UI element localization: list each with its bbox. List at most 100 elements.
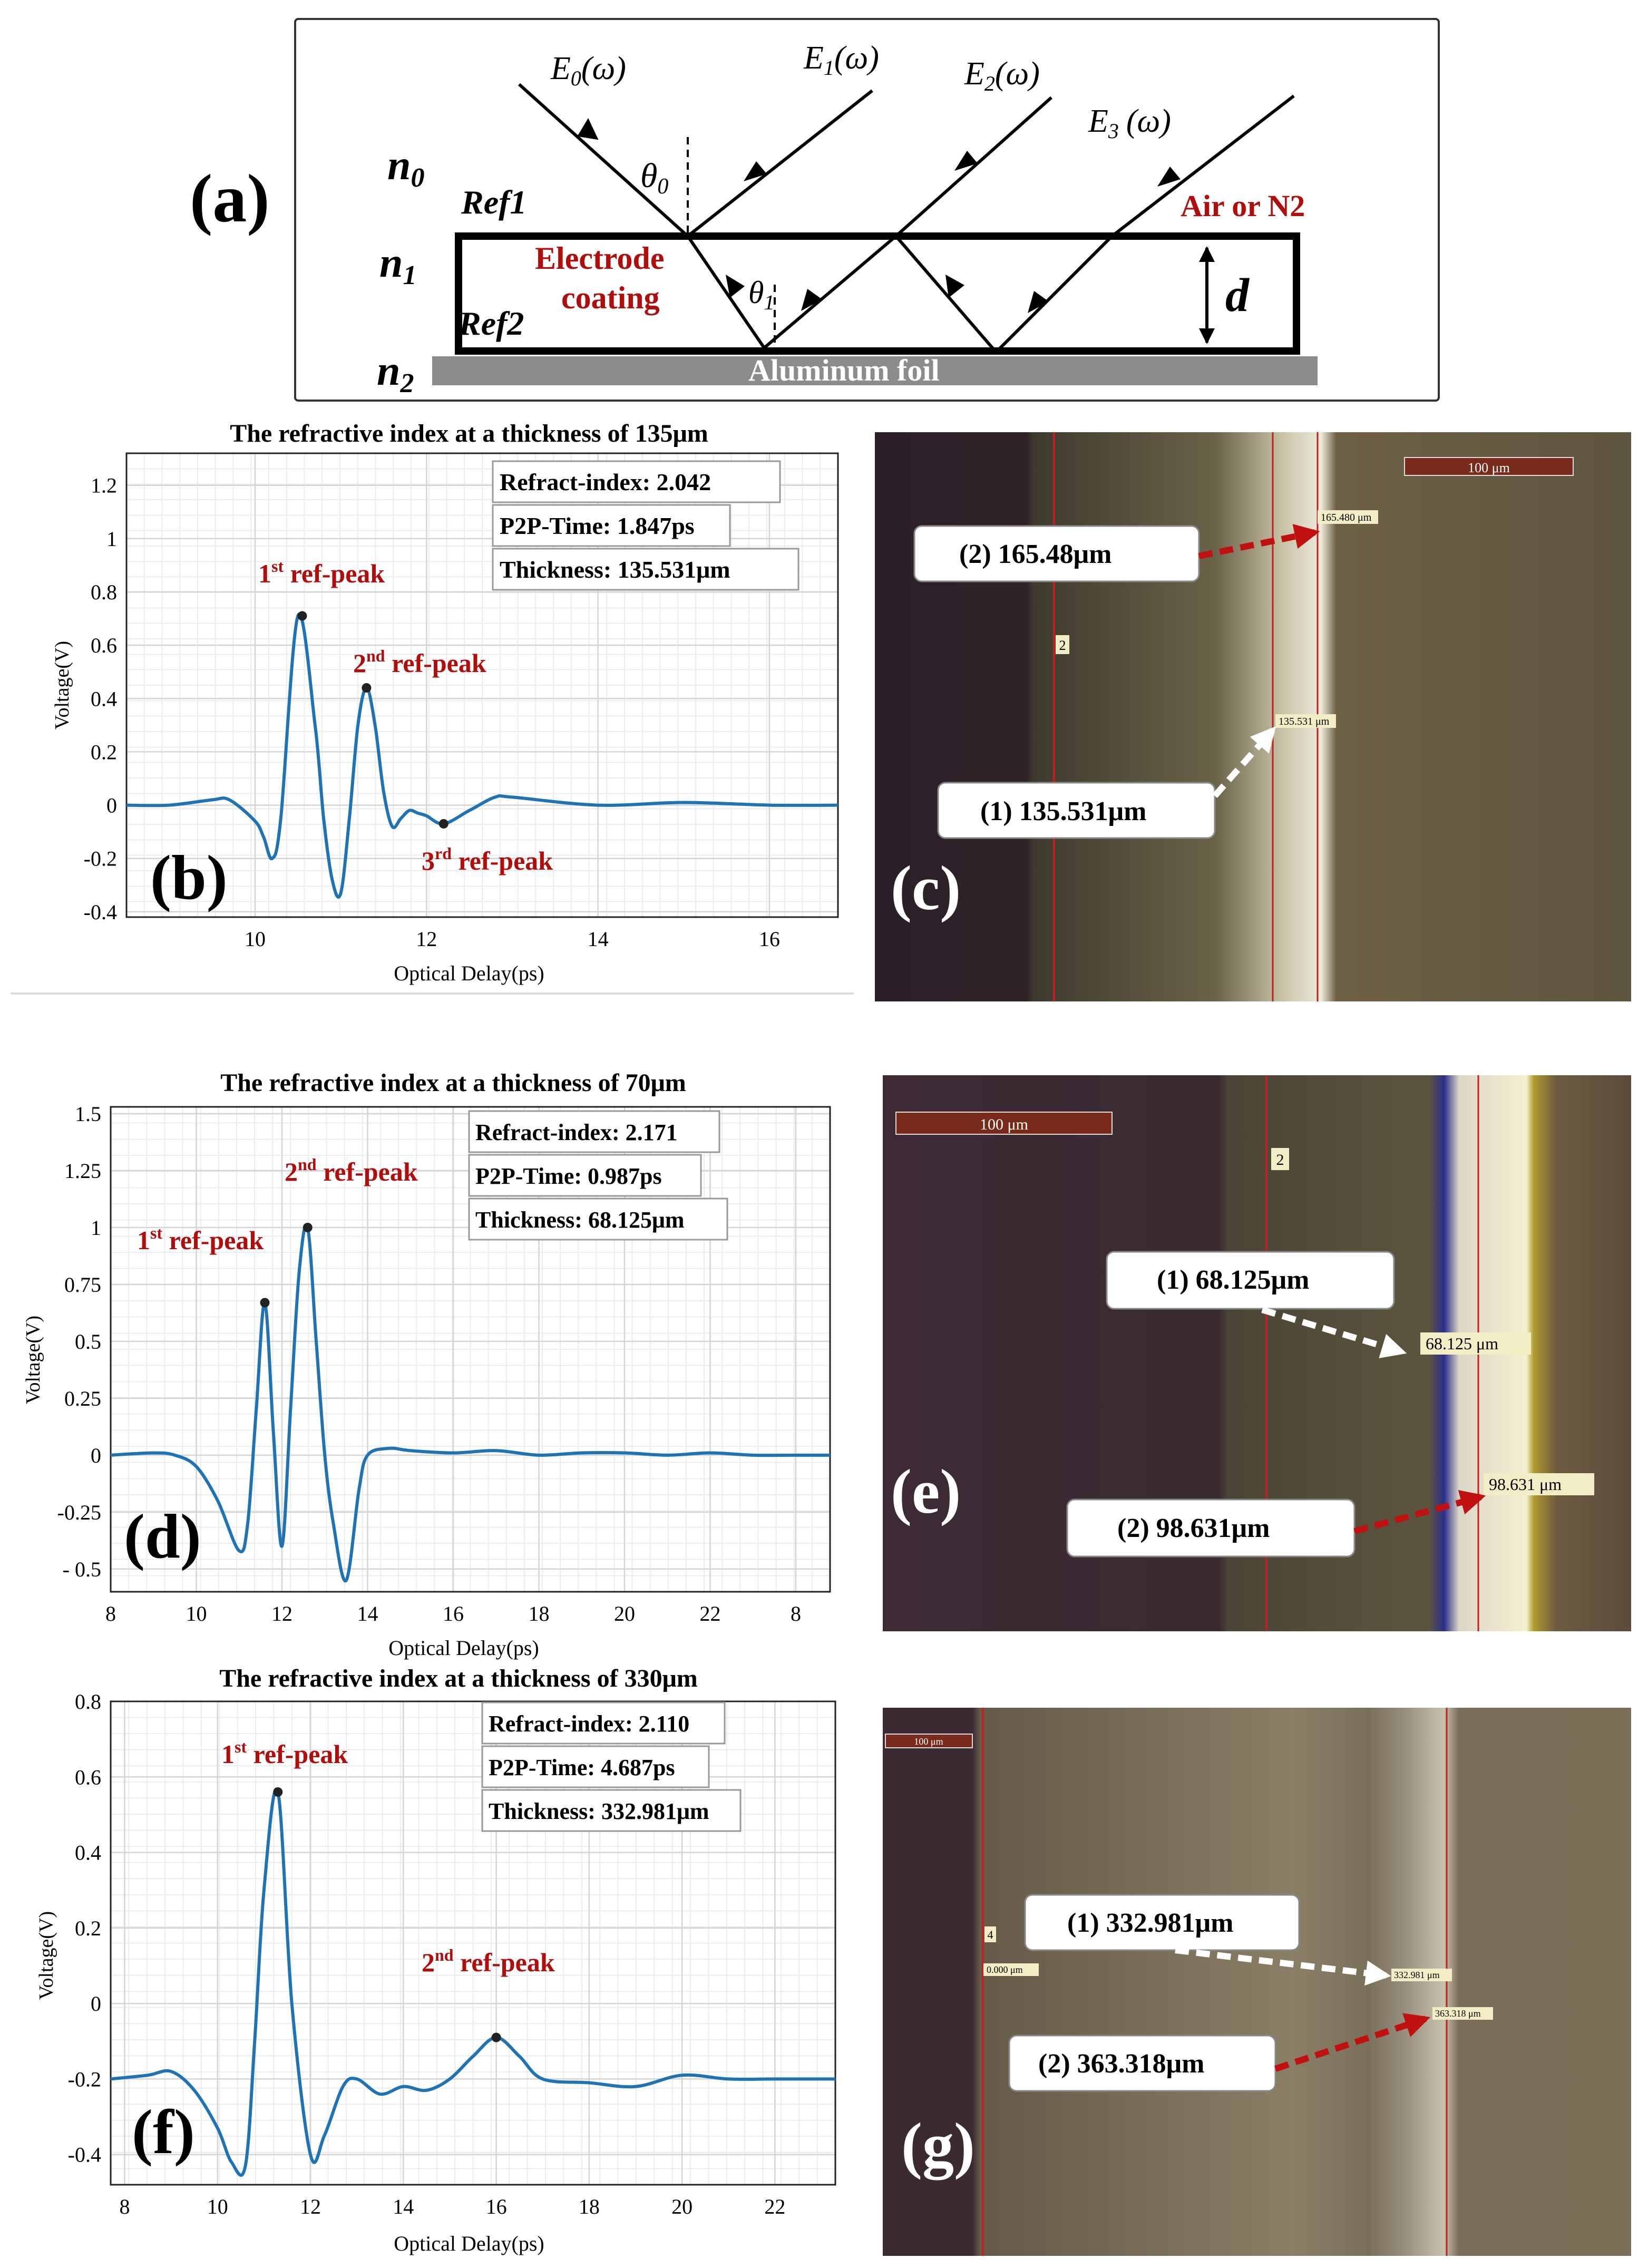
e1-label: E1(ω) [803, 40, 879, 80]
callout-text-g1: (1) 332.981μm [1067, 1908, 1233, 1938]
chart-b-xlabel: Optical Delay(ps) [394, 961, 544, 985]
y-tick-label: 1 [106, 527, 117, 551]
panel-label-c: (c) [891, 853, 961, 923]
arrowhead-up2 [1028, 291, 1049, 313]
chart-b-frame [125, 452, 839, 918]
measure-tag-c1 [1318, 510, 1378, 524]
peak-marker [362, 683, 372, 693]
ref2-label: Ref2 [458, 305, 524, 342]
micrograph-g-image [883, 1708, 1631, 2256]
y-tick-label: 1.5 [75, 1102, 101, 1126]
panel-label-d: (d) [124, 1501, 201, 1571]
callout-box-c2 [937, 782, 1216, 839]
y-tick-label: 0.25 [64, 1387, 101, 1410]
x-tick-label: 10 [186, 1602, 207, 1625]
info-box-f3 [481, 1789, 742, 1832]
chart-f-xlabel: Optical Delay(ps) [394, 2232, 544, 2255]
electrode-label: Electrode [535, 241, 664, 276]
info-text-2: P2P-Time: 1.847ps [500, 512, 695, 539]
chart-f-markers [273, 1787, 501, 2042]
peak-marker [260, 1298, 270, 1308]
peak-label-f-1: 1st ref-peak [221, 1737, 348, 1769]
info-box-2 [492, 504, 731, 547]
callout-text-e2: (2) 98.631μm [1117, 1513, 1270, 1543]
info-text-3: Thickness: 135.531μm [500, 556, 730, 583]
peak-marker [491, 2032, 501, 2042]
arrowhead-e3 [1157, 167, 1181, 187]
y-tick-label: 0 [91, 1444, 101, 1467]
theta1-label: θ1 [748, 275, 774, 314]
callout-text-e1: (1) 68.125μm [1157, 1265, 1309, 1295]
measure-tag-g1 [1391, 1969, 1452, 1981]
x-tick-label: 22 [700, 1602, 721, 1625]
x-tick-label: 16 [486, 2195, 507, 2218]
region-label-c: 2 [1059, 638, 1066, 653]
info-text-f3: Thickness: 332.981μm [489, 1798, 709, 1824]
y-tick-label: -0.25 [57, 1501, 101, 1524]
ray-incident-arrow [577, 118, 599, 140]
chart-d-info: Refract-index: 2.171 P2P-Time: 0.987ps T… [468, 1110, 728, 1241]
e3-label: E3 (ω) [1088, 103, 1171, 143]
callout-box-g2 [1008, 2035, 1276, 2092]
y-tick-label: 0.2 [75, 1916, 101, 1940]
ray-e3 [1111, 94, 1295, 238]
peak-marker [297, 611, 307, 621]
coating-layer [455, 232, 1300, 355]
chart-f-grid [111, 1700, 835, 2185]
measure-text-g0: 0.000 μm [987, 1964, 1023, 1975]
y-tick-label: 0.8 [91, 580, 117, 604]
measure-tag-e1 [1420, 1332, 1531, 1355]
callout-text-c1: (2) 165.48μm [959, 539, 1111, 569]
chart-d: The refractive index at a thickness of 7… [22, 1069, 831, 1660]
arrowhead-refract [726, 275, 745, 298]
peak-label-b-3: 3rd ref-peak [422, 844, 553, 875]
info-text-d2: P2P-Time: 0.987ps [475, 1163, 662, 1189]
info-box-3 [492, 548, 799, 591]
y-tick-label: 0.8 [75, 1690, 101, 1714]
chart-b-yticks: 1.2 1 0.8 0.6 0.4 0.2 0 -0.2 -0.4 [84, 474, 117, 924]
ray-up2 [994, 235, 1114, 354]
micrograph-e: 100 μm 2 68.125 μm 98.631 μm (1) 68.125μ… [883, 1075, 1631, 1631]
measure-tag-c2 [1275, 714, 1336, 728]
x-tick-label: 16 [759, 927, 780, 951]
micrograph-g: 100 μm 4 0.000 μm 332.981 μm 363.318 μm … [883, 1708, 1631, 2256]
ray-e2 [895, 96, 1052, 238]
micrograph-c-image [875, 432, 1631, 1001]
scale-label-e: 100 μm [980, 1116, 1028, 1133]
y-tick-label: 1.2 [91, 474, 117, 498]
ray-e1 [687, 89, 873, 238]
panel-label-g: (g) [901, 2110, 975, 2181]
y-tick-label: 0 [106, 794, 117, 817]
chart-b-ylabel: Voltage(V) [51, 641, 73, 729]
chart-d-frame [110, 1106, 831, 1593]
aluminum-foil [432, 356, 1318, 385]
scale-bar-e [895, 1112, 1113, 1135]
ray-refract1 [686, 235, 766, 349]
panel-label-f: (f) [132, 2097, 195, 2167]
x-tick-label: 8 [105, 1602, 116, 1625]
info-text-d3: Thickness: 68.125μm [475, 1207, 685, 1233]
measure-tag-g0 [983, 1963, 1039, 1976]
ref1-label: Ref1 [461, 183, 526, 221]
region-tag-e [1271, 1148, 1289, 1170]
measure-tag-e2 [1484, 1473, 1594, 1495]
arrowhead-up1 [801, 289, 822, 311]
theta0-label: θ0 [640, 157, 668, 199]
panel-label-b: (b) [150, 842, 228, 912]
info-box-d3 [468, 1198, 728, 1241]
y-tick-label: -0.2 [84, 847, 117, 871]
chart-d-grid [111, 1107, 830, 1592]
arrowhead-e2 [954, 151, 978, 171]
measure-text-e2: 98.631 μm [1489, 1475, 1562, 1494]
measure-text-e1: 68.125 μm [1426, 1334, 1498, 1353]
measure-tag-g2 [1432, 2007, 1493, 2020]
peak-label-d-2: 2nd ref-peak [285, 1155, 418, 1186]
x-tick-label: 14 [357, 1602, 378, 1625]
chart-b-series-line [126, 612, 838, 899]
arrow-e1 [1261, 1307, 1407, 1358]
panel-label-e: (e) [891, 1456, 961, 1526]
chart-f-info: Refract-index: 2.110 P2P-Time: 4.687ps T… [481, 1701, 742, 1832]
chart-f-frame [110, 1700, 836, 2186]
e0-label: E0(ω) [550, 51, 626, 90]
x-tick-label: 8 [791, 1602, 801, 1625]
